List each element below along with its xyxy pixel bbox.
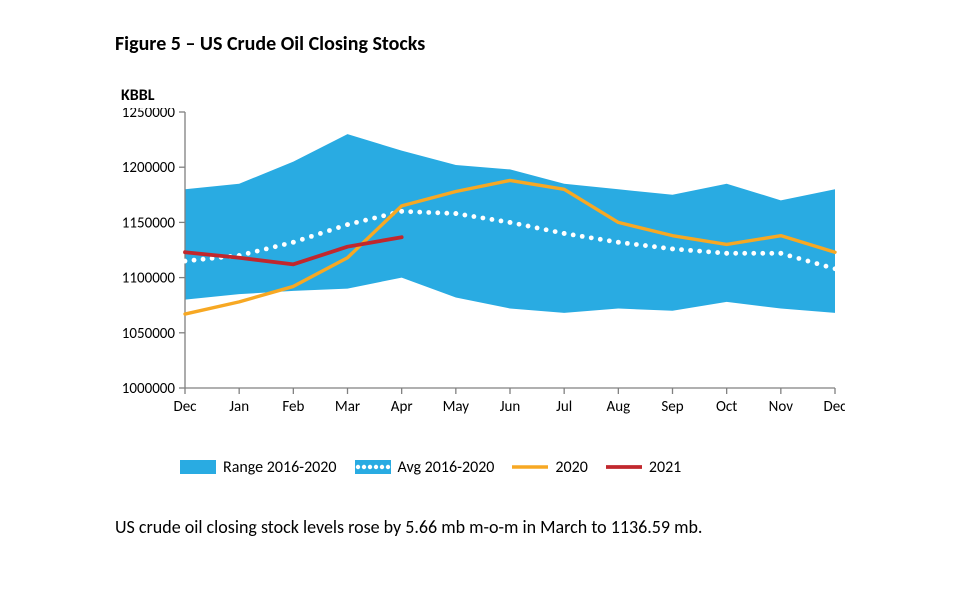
legend-swatch-2021: [606, 460, 642, 474]
figure-caption: US crude oil closing stock levels rose b…: [115, 516, 702, 538]
legend-label-2020: 2020: [555, 458, 587, 477]
chart-legend: Range 2016-2020 Avg 2016-2020 2020 2021: [180, 452, 840, 482]
y-tick-label: 1150000: [122, 214, 176, 232]
legend-label-range: Range 2016-2020: [223, 458, 337, 477]
x-tick-label: Nov: [769, 398, 794, 416]
x-tick-label: May: [443, 398, 470, 416]
y-tick-label: 1000000: [122, 380, 176, 398]
y-tick-label: 1100000: [122, 270, 176, 288]
x-tick-label: Oct: [716, 398, 737, 416]
legend-item-avg: Avg 2016-2020: [355, 458, 495, 477]
y-axis-label: KBBL: [121, 86, 154, 105]
legend-item-2021: 2021: [606, 458, 681, 477]
legend-item-2020: 2020: [512, 458, 587, 477]
legend-label-2021: 2021: [649, 458, 681, 477]
x-tick-label: Apr: [391, 398, 413, 416]
figure-title: Figure 5 – US Crude Oil Closing Stocks: [115, 32, 425, 56]
x-tick-label: Dec: [173, 398, 197, 416]
legend-swatch-2020: [512, 460, 548, 474]
y-tick-label: 1250000: [122, 108, 176, 122]
x-tick-label: Mar: [335, 398, 360, 416]
x-tick-label: Sep: [661, 398, 683, 416]
x-tick-label: Jan: [229, 398, 249, 416]
x-tick-label: Dec: [823, 398, 845, 416]
legend-swatch-range: [180, 460, 216, 474]
legend-swatch-avg: [355, 460, 391, 474]
x-tick-label: Feb: [282, 398, 304, 416]
y-tick-label: 1050000: [122, 325, 176, 343]
x-tick-label: Jul: [556, 398, 572, 416]
y-tick-label: 1200000: [122, 159, 176, 177]
x-tick-label: Aug: [607, 398, 631, 416]
legend-label-avg: Avg 2016-2020: [398, 458, 495, 477]
x-tick-label: Jun: [500, 398, 521, 416]
stocks-chart: 1000000 1050000 1100000 1150000 1200000 12500…: [105, 108, 845, 428]
legend-item-range: Range 2016-2020: [180, 458, 337, 477]
